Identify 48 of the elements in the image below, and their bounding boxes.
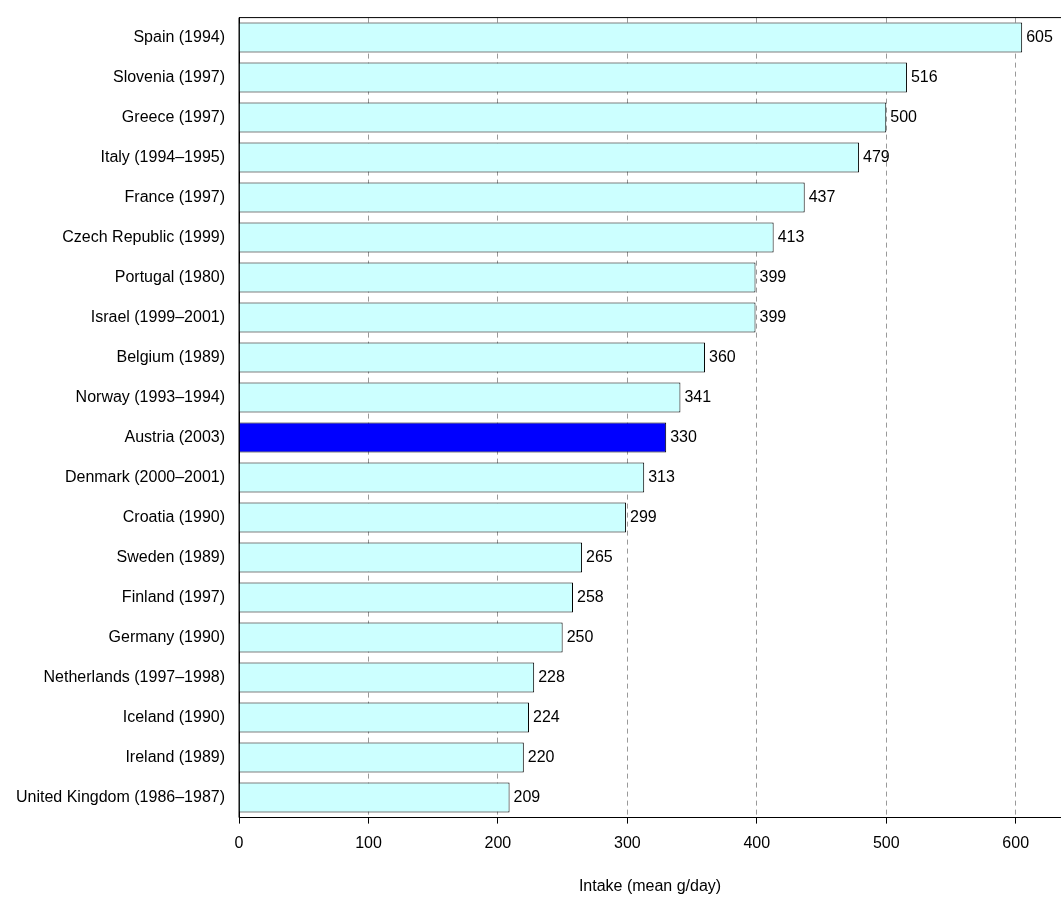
x-tick-label: 200 <box>484 833 512 851</box>
y-tick-label: Germany (1990) <box>108 628 226 646</box>
x-tick-label: 600 <box>1002 833 1030 851</box>
y-tick-label: United Kingdom (1986–1987) <box>16 788 226 806</box>
y-tick-label: Denmark (2000–2001) <box>64 468 226 486</box>
data-label: 413 <box>777 228 805 246</box>
data-label: 360 <box>709 348 736 366</box>
x-tick-label: 400 <box>743 833 771 851</box>
y-tick-label: Croatia (1990) <box>122 508 226 526</box>
data-label: 265 <box>586 548 613 566</box>
y-tick-label: Iceland (1990) <box>122 708 226 726</box>
x-tick-label: 300 <box>614 833 641 851</box>
data-label: 500 <box>890 108 918 126</box>
data-label: 516 <box>910 68 938 86</box>
y-tick-label: Sweden (1989) <box>116 548 226 566</box>
y-tick-label: Czech Republic (1999) <box>62 228 226 246</box>
data-label: 220 <box>527 748 555 766</box>
data-label: 330 <box>670 428 697 446</box>
data-label: 224 <box>532 708 560 726</box>
data-label: 258 <box>577 588 604 606</box>
y-tick-label: Ireland (1989) <box>125 748 226 766</box>
data-label: 605 <box>1026 28 1053 46</box>
data-label: 399 <box>759 268 787 286</box>
y-tick-label: France (1997) <box>124 188 226 206</box>
data-label: 437 <box>808 188 836 206</box>
x-axis-title: Intake (mean g/day) <box>578 876 722 894</box>
x-tick-label: 0 <box>234 833 244 851</box>
y-tick-label: Slovenia (1997) <box>112 68 226 86</box>
y-tick-label: Greece (1997) <box>121 108 226 126</box>
y-tick-label: Israel (1999–2001) <box>90 308 226 326</box>
data-label: 228 <box>538 668 565 686</box>
y-tick-label: Norway (1993–1994) <box>75 388 226 406</box>
x-tick-label: 100 <box>355 833 382 851</box>
y-tick-label: Netherlands (1997–1998) <box>43 668 226 686</box>
data-label: 313 <box>648 468 675 486</box>
y-tick-label: Italy (1994–1995) <box>100 148 226 166</box>
data-label: 479 <box>863 148 890 166</box>
y-tick-label: Portugal (1980) <box>114 268 226 286</box>
y-tick-label: Belgium (1989) <box>116 348 226 366</box>
x-tick-label: 500 <box>872 833 900 851</box>
data-label: 299 <box>630 508 657 526</box>
y-tick-label: Spain (1994) <box>133 28 226 46</box>
y-tick-label: Austria (2003) <box>124 428 226 446</box>
data-label: 250 <box>566 628 594 646</box>
data-label: 341 <box>684 388 712 406</box>
data-label: 209 <box>513 788 541 806</box>
data-label: 399 <box>759 308 787 326</box>
y-tick-label: Finland (1997) <box>121 588 226 606</box>
